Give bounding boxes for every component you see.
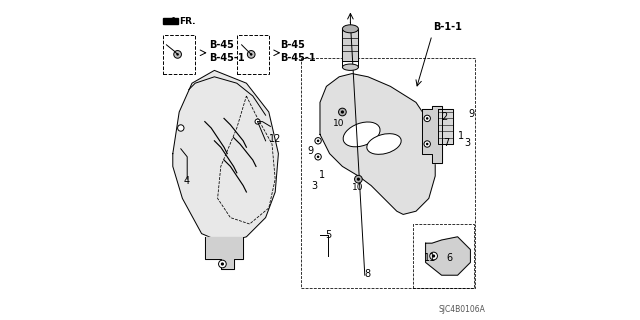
- Circle shape: [317, 156, 319, 158]
- Text: SJC4B0106A: SJC4B0106A: [438, 305, 485, 314]
- Text: 3: 3: [464, 138, 470, 148]
- Text: 8: 8: [365, 269, 371, 279]
- Text: 1: 1: [458, 131, 464, 141]
- Polygon shape: [205, 237, 243, 269]
- Polygon shape: [320, 74, 435, 214]
- Polygon shape: [438, 109, 453, 144]
- Circle shape: [250, 53, 253, 56]
- Text: B-45-1: B-45-1: [280, 53, 316, 63]
- Ellipse shape: [342, 64, 358, 70]
- Polygon shape: [342, 29, 358, 61]
- Text: 6: 6: [447, 253, 452, 263]
- Text: 5: 5: [325, 230, 331, 240]
- Text: B-45-1: B-45-1: [210, 53, 245, 63]
- Text: 11: 11: [424, 253, 436, 263]
- Text: 9: 9: [308, 146, 314, 156]
- Circle shape: [221, 262, 224, 266]
- Text: 12: 12: [269, 134, 281, 144]
- Text: B-1-1: B-1-1: [434, 22, 463, 32]
- Text: 10: 10: [352, 183, 364, 192]
- Text: FR.: FR.: [179, 17, 196, 26]
- Circle shape: [357, 178, 360, 181]
- Text: 4: 4: [184, 176, 190, 186]
- Circle shape: [317, 140, 319, 142]
- Circle shape: [430, 252, 438, 260]
- Circle shape: [424, 141, 430, 147]
- Text: 9: 9: [468, 109, 475, 119]
- Circle shape: [426, 117, 429, 120]
- Text: B-45: B-45: [210, 40, 234, 50]
- Text: 3: 3: [311, 181, 317, 191]
- Polygon shape: [163, 18, 178, 24]
- Ellipse shape: [342, 25, 358, 33]
- Circle shape: [339, 108, 346, 116]
- Circle shape: [255, 119, 260, 124]
- Circle shape: [174, 51, 182, 58]
- Ellipse shape: [367, 134, 401, 154]
- Circle shape: [176, 53, 179, 56]
- Circle shape: [355, 175, 362, 183]
- Text: B-45: B-45: [280, 40, 305, 50]
- Text: 1: 1: [319, 170, 325, 180]
- Circle shape: [432, 254, 435, 258]
- Circle shape: [315, 154, 321, 160]
- Circle shape: [247, 51, 255, 58]
- Circle shape: [340, 110, 344, 114]
- Text: 7: 7: [443, 138, 449, 148]
- Circle shape: [426, 143, 429, 145]
- Polygon shape: [422, 106, 442, 163]
- Text: 10: 10: [333, 119, 344, 128]
- Circle shape: [219, 260, 227, 268]
- Polygon shape: [426, 237, 470, 275]
- Circle shape: [178, 125, 184, 131]
- Ellipse shape: [343, 122, 380, 147]
- Polygon shape: [173, 70, 278, 243]
- Circle shape: [315, 138, 321, 144]
- Circle shape: [424, 115, 430, 122]
- Text: 2: 2: [441, 112, 447, 122]
